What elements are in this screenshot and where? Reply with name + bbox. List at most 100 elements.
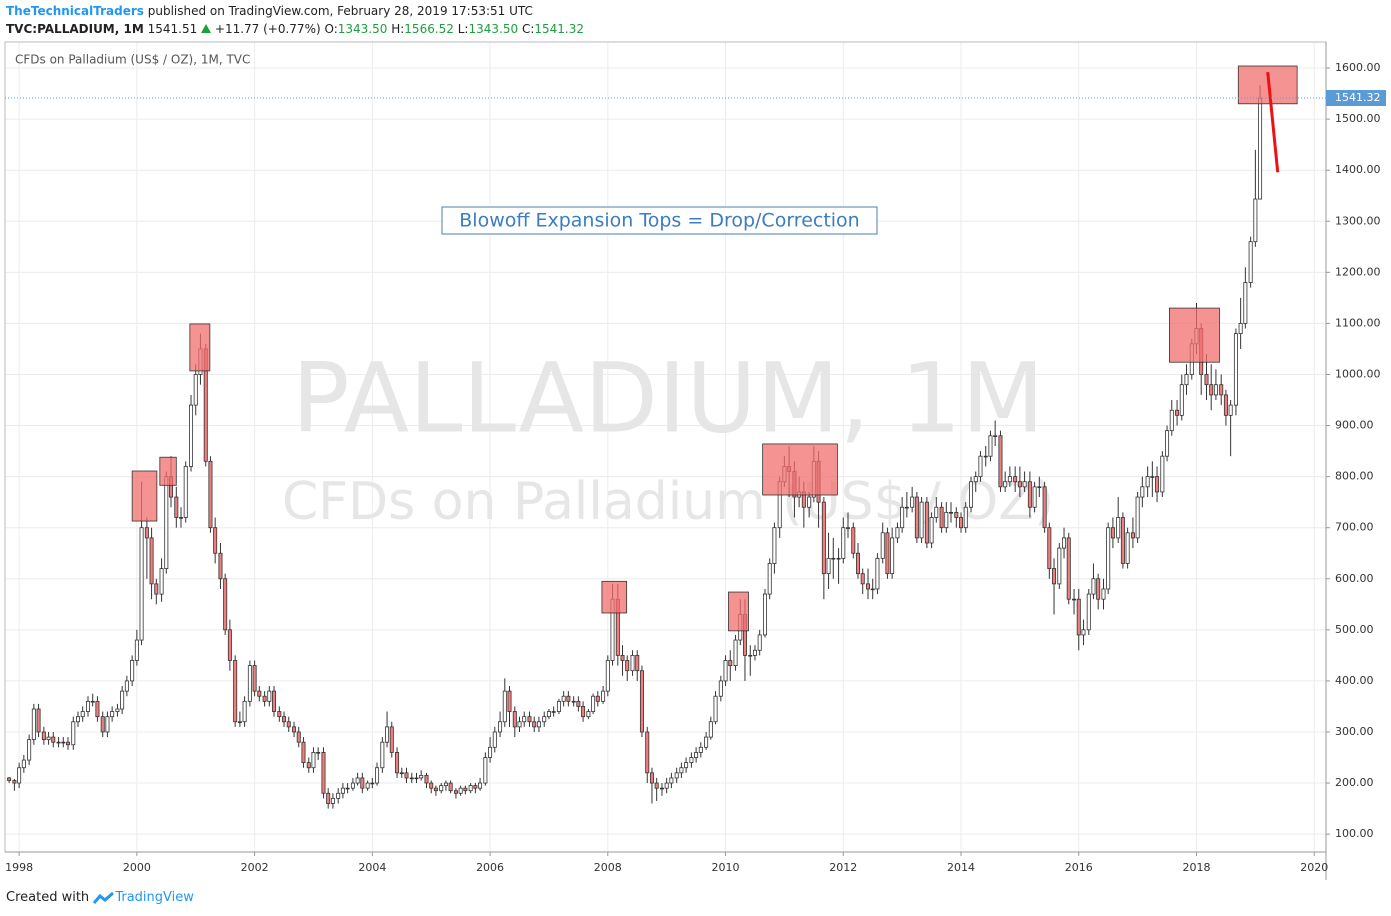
x-tick-label: 2010 (712, 861, 740, 874)
candle-body (1120, 517, 1125, 564)
candle-body (21, 759, 26, 769)
candle-body (973, 476, 978, 483)
highlight-box (762, 443, 838, 496)
candle-body (536, 721, 541, 728)
candle-body (306, 762, 311, 769)
candle-body (1155, 476, 1160, 493)
legend: CFDs on Palladium (US$ / OZ), 1M, TVC (15, 53, 250, 67)
candle-body (875, 557, 880, 590)
author[interactable]: TheTechnicalTraders (6, 4, 144, 18)
candle-body (208, 460, 213, 529)
footer-brand[interactable]: TradingView (115, 890, 194, 905)
candle-body (193, 374, 198, 406)
candle-body (311, 752, 316, 769)
x-tick-label: 2006 (476, 861, 504, 874)
last-price-label: 1541.32 (1335, 91, 1381, 104)
candle-body (286, 721, 291, 728)
candle-body (527, 716, 532, 723)
candle-body (870, 588, 875, 591)
trend-line (1266, 71, 1280, 173)
candle-body (522, 716, 527, 723)
candle-body (924, 501, 929, 544)
candle-body (807, 496, 812, 508)
candle-body (424, 774, 429, 784)
candle-body (439, 785, 444, 792)
candle-body (7, 777, 12, 781)
candle-body (1253, 198, 1258, 243)
candle-body (80, 711, 85, 718)
candle-body (929, 517, 934, 544)
candle-body (1209, 384, 1214, 396)
candle-body (821, 501, 826, 575)
change: +11.77 (+0.77%) (214, 22, 321, 36)
candle-body (492, 731, 497, 748)
c-label: C: (521, 22, 535, 36)
candle-body (1160, 455, 1165, 493)
candle-body (65, 741, 70, 746)
header-line-2: TVC:PALLADIUM, 1M 1541.51 +11.77 (+0.77%… (6, 22, 584, 36)
x-tick-label: 1998 (5, 861, 33, 874)
o-label: O: (324, 22, 338, 36)
candle-body (532, 721, 537, 728)
last-price-tag (1326, 90, 1386, 107)
candle-body (174, 496, 179, 518)
candle-body (831, 557, 836, 560)
candle-body (27, 739, 32, 761)
candle-body (326, 792, 331, 804)
candle-body (115, 708, 120, 712)
candle-body (277, 711, 282, 718)
y-tick-label: 400.00 (1335, 674, 1374, 687)
candle-body (993, 435, 998, 437)
candle-body (645, 731, 650, 774)
candle-body (183, 466, 188, 518)
candle-body (1086, 593, 1091, 631)
candle-body (591, 695, 596, 712)
candle-body (345, 787, 350, 790)
candle-body (56, 741, 61, 744)
candle-body (605, 660, 610, 692)
candle-body (149, 537, 154, 585)
candle-body (110, 711, 115, 718)
candle-body (1125, 532, 1130, 564)
candle-body (213, 527, 218, 554)
candle-body (689, 757, 694, 764)
candle-body (257, 690, 262, 697)
candle-body (154, 583, 159, 595)
footer: Created with TradingView (6, 890, 194, 905)
candle-body (954, 511, 959, 518)
candle-body (767, 563, 772, 595)
candle-body (17, 767, 22, 784)
candle-body (1007, 476, 1012, 483)
candle-body (1072, 598, 1077, 601)
candle-body (1219, 384, 1224, 396)
candle-body (772, 527, 777, 564)
candle-body (365, 782, 370, 789)
candle-body (282, 716, 287, 723)
annotation: Blowoff Expansion Tops = Drop/Correction (459, 210, 859, 232)
candle-body (1037, 486, 1042, 489)
candle-body (95, 700, 100, 718)
x-tick-label: 2002 (241, 861, 269, 874)
y-tick-label: 200.00 (1335, 776, 1374, 789)
candle-body (860, 573, 865, 585)
candle-body (1066, 537, 1071, 600)
candle-body (963, 506, 968, 529)
y-tick-label: 100.00 (1335, 827, 1374, 840)
y-tick-label: 600.00 (1335, 572, 1374, 585)
candle-body (1135, 496, 1140, 539)
candle-body (242, 700, 247, 723)
candle-body (488, 746, 493, 758)
candle-body (895, 527, 900, 539)
candle-body (1223, 394, 1228, 416)
y-tick-label: 1000.00 (1335, 367, 1381, 380)
price: 1541.51 (147, 22, 198, 36)
x-tick-label: 2014 (947, 861, 975, 874)
y-tick-label: 900.00 (1335, 419, 1374, 432)
candle-body (419, 774, 424, 779)
highlight-box (728, 591, 749, 632)
candle-body (429, 782, 434, 789)
candle-body (581, 706, 586, 718)
candle-body (1076, 598, 1081, 636)
candle-body (684, 762, 689, 769)
candle-body (542, 716, 547, 723)
